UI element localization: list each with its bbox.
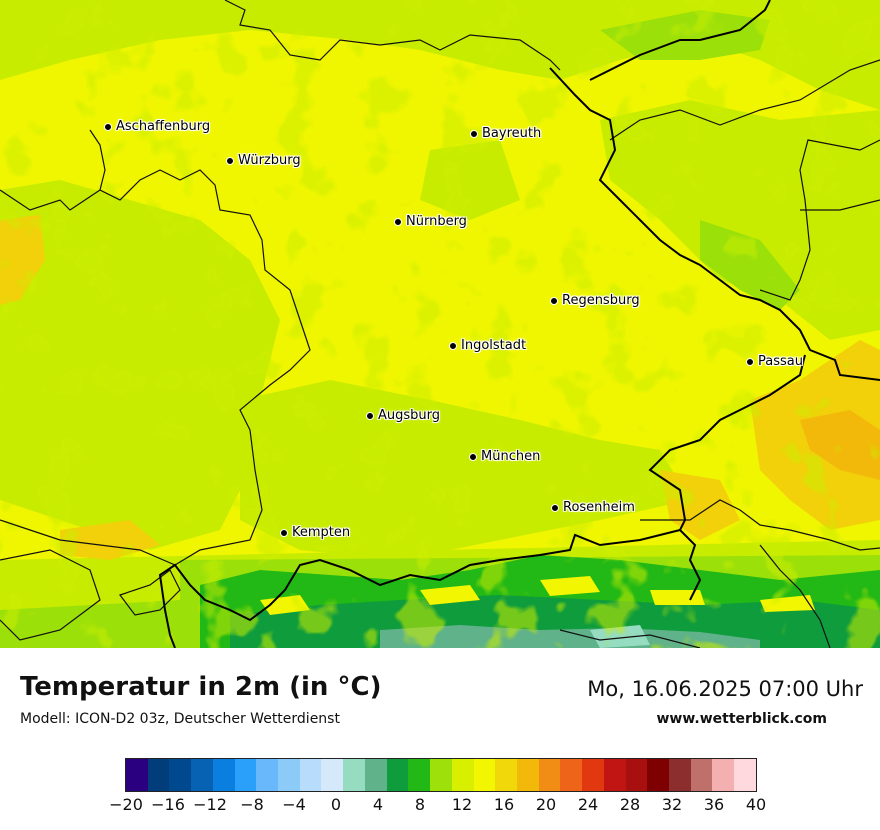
- state-borders: [0, 0, 880, 648]
- legend-tick-label: −4: [282, 795, 306, 814]
- legend-swatch: [734, 759, 756, 791]
- legend-swatch: [278, 759, 300, 791]
- color-scale-ticks: −20 −16 −12 −8 −4 0 4 8 12 16 20 24 28 32 36 40: [0, 795, 880, 819]
- legend-swatch: [430, 759, 452, 791]
- legend-swatch: [668, 759, 691, 791]
- city-label: Aschaffenburg: [116, 119, 211, 134]
- city-passau: Passau: [746, 354, 803, 369]
- city-ingolstadt: Ingolstadt: [449, 338, 526, 353]
- city-dot-icon: [394, 217, 402, 226]
- legend-tick-label: −8: [240, 795, 264, 814]
- forecast-datetime: Mo, 16.06.2025 07:00 Uhr: [587, 677, 863, 701]
- color-scale-legend: [125, 758, 757, 792]
- city-label: Rosenheim: [563, 500, 635, 515]
- legend-tick-label: 16: [493, 795, 515, 814]
- legend-swatch: [408, 759, 431, 791]
- country-border: [158, 0, 880, 648]
- legend-swatch: [516, 759, 539, 791]
- legend-swatch: [343, 759, 365, 791]
- city-label: Passau: [758, 354, 803, 369]
- legend-swatch: [603, 759, 626, 791]
- city-aschaffenburg: Aschaffenburg: [104, 119, 210, 134]
- city-dot-icon: [104, 122, 112, 131]
- city-label: Nürnberg: [406, 214, 467, 229]
- temperature-map: [0, 0, 880, 648]
- legend-tick-label: 24: [577, 795, 599, 814]
- legend-swatch: [473, 759, 496, 791]
- legend-swatch: [256, 759, 279, 791]
- city-dot-icon: [551, 503, 559, 512]
- city-dot-icon: [280, 528, 288, 537]
- city-label: Würzburg: [238, 153, 301, 168]
- city-label: München: [481, 449, 541, 464]
- legend-swatch: [212, 759, 235, 791]
- city-wuerzburg: Würzburg: [226, 153, 301, 168]
- legend-swatch: [712, 759, 735, 791]
- city-nuernberg: Nürnberg: [394, 214, 467, 229]
- legend-swatch: [321, 759, 344, 791]
- legend-swatch: [451, 759, 474, 791]
- city-kempten: Kempten: [280, 525, 350, 540]
- legend-swatch: [690, 759, 713, 791]
- legend-tick-label: −12: [193, 795, 227, 814]
- legend-swatch: [582, 759, 604, 791]
- legend-swatch: [191, 759, 213, 791]
- legend-swatch: [625, 759, 648, 791]
- legend-tick-label: −16: [151, 795, 185, 814]
- legend-tick-label: 20: [535, 795, 557, 814]
- city-rosenheim: Rosenheim: [551, 500, 635, 515]
- legend-swatch: [495, 759, 517, 791]
- legend-tick-label: 40: [745, 795, 767, 814]
- city-bayreuth: Bayreuth: [470, 126, 541, 141]
- city-label: Augsburg: [378, 408, 441, 423]
- website-link[interactable]: www.wetterblick.com: [656, 711, 828, 727]
- city-dot-icon: [366, 411, 374, 420]
- city-augsburg: Augsburg: [366, 408, 440, 423]
- legend-tick-label: 28: [619, 795, 641, 814]
- city-muenchen: München: [469, 449, 540, 464]
- legend-swatch: [647, 759, 669, 791]
- model-info: Modell: ICON-D2 03z, Deutscher Wetterdie…: [20, 711, 340, 727]
- legend-swatch: [234, 759, 257, 791]
- legend-tick-label: 8: [414, 795, 426, 814]
- legend-swatch: [299, 759, 322, 791]
- legend-swatch: [169, 759, 192, 791]
- city-regensburg: Regensburg: [550, 293, 640, 308]
- city-dot-icon: [470, 129, 478, 138]
- legend-swatch: [364, 759, 387, 791]
- legend-swatch: [126, 759, 148, 791]
- city-dot-icon: [469, 452, 477, 461]
- city-dot-icon: [226, 156, 234, 165]
- city-label: Bayreuth: [482, 126, 542, 141]
- legend-tick-label: −20: [109, 795, 143, 814]
- legend-swatch: [147, 759, 170, 791]
- legend-tick-label: 12: [451, 795, 473, 814]
- city-label: Ingolstadt: [461, 338, 527, 353]
- legend-tick-label: 32: [661, 795, 683, 814]
- legend-tick-label: 4: [372, 795, 384, 814]
- legend-tick-label: 0: [330, 795, 342, 814]
- city-dot-icon: [550, 296, 558, 305]
- legend-swatch: [386, 759, 409, 791]
- map-title: Temperatur in 2m (in °C): [20, 672, 382, 702]
- legend-tick-label: 36: [703, 795, 725, 814]
- city-dot-icon: [746, 357, 754, 366]
- city-label: Kempten: [292, 525, 351, 540]
- legend-swatch: [538, 759, 561, 791]
- city-label: Regensburg: [562, 293, 640, 308]
- city-dot-icon: [449, 341, 457, 350]
- legend-swatch: [560, 759, 583, 791]
